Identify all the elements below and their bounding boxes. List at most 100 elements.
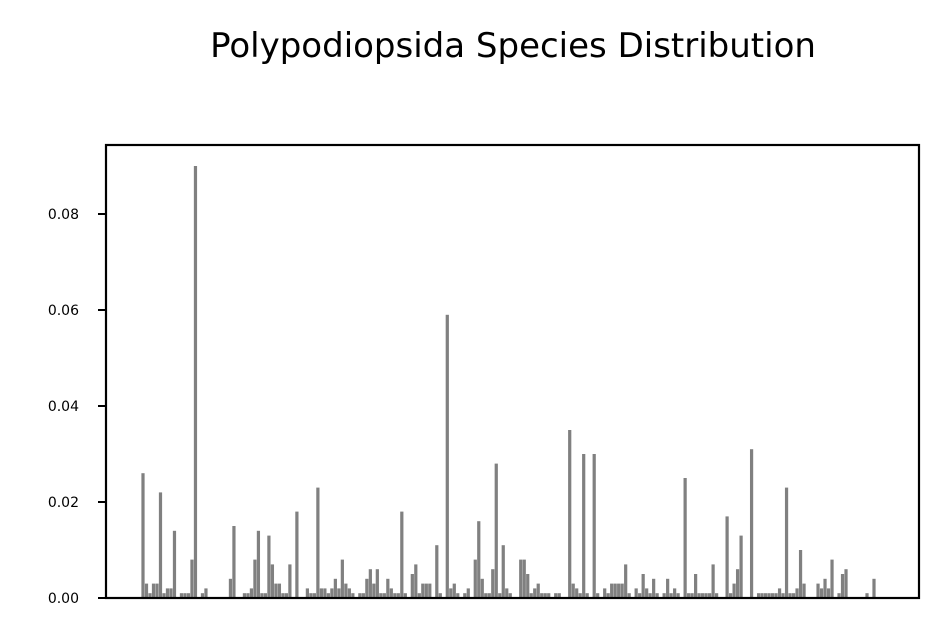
bar [172, 530, 177, 598]
bar [767, 593, 771, 598]
bar [784, 487, 789, 598]
bar [256, 530, 261, 598]
bars-group [141, 166, 876, 598]
bar [165, 588, 170, 598]
bar [571, 583, 575, 598]
bar [417, 593, 421, 598]
bar [151, 583, 156, 598]
bar [382, 593, 386, 598]
bar [554, 593, 558, 598]
bar [690, 593, 694, 598]
chart-title: Polypodiopsida Species Distribution [210, 26, 816, 66]
y-axis: 0.00 0.02 0.04 0.06 0.08 [48, 207, 106, 607]
bar [701, 593, 705, 598]
bar [641, 574, 645, 598]
bar [284, 593, 289, 598]
bar [638, 593, 642, 598]
bar [333, 578, 337, 598]
bar [449, 588, 453, 598]
bar [578, 593, 582, 598]
bar [270, 564, 275, 598]
bar [620, 583, 624, 598]
bar [536, 583, 540, 598]
bar [795, 588, 799, 598]
bar [529, 593, 533, 598]
bar [190, 559, 194, 598]
bar [487, 593, 491, 598]
bar [148, 593, 152, 598]
bar [263, 593, 268, 598]
bar [186, 593, 191, 598]
bar [676, 593, 680, 598]
bar [697, 593, 701, 598]
bar [543, 593, 547, 598]
bar [232, 526, 236, 598]
bar [379, 593, 383, 598]
bar [749, 449, 754, 598]
bar [277, 583, 282, 598]
bar [193, 166, 198, 598]
bar [319, 588, 323, 598]
bar [798, 550, 803, 598]
bar [403, 593, 407, 598]
bar [389, 588, 393, 598]
bar [326, 593, 330, 598]
bar [162, 593, 166, 598]
bar [368, 569, 372, 598]
bar [456, 593, 460, 598]
y-tick-label: 0.04 [48, 399, 79, 415]
bar [634, 588, 638, 598]
bar [155, 583, 159, 598]
bar [344, 583, 348, 598]
bar [669, 593, 673, 598]
bar [683, 478, 687, 598]
bar [645, 588, 649, 598]
bar [770, 593, 775, 598]
bar [491, 569, 495, 598]
bar [249, 588, 254, 598]
bar [144, 583, 149, 598]
bar [585, 593, 589, 598]
bar [627, 593, 631, 598]
bar [596, 593, 600, 598]
bar [575, 588, 579, 598]
bar [375, 569, 379, 598]
bar [396, 593, 400, 598]
bar [400, 511, 404, 598]
bar [694, 574, 698, 598]
bar [526, 574, 530, 598]
bar [557, 593, 561, 598]
bar [445, 314, 449, 598]
bar [183, 593, 187, 598]
bar [505, 588, 509, 598]
bar [816, 583, 820, 598]
bar [438, 593, 442, 598]
bar [687, 593, 691, 598]
bar [568, 430, 572, 598]
bar [466, 588, 470, 598]
bar [480, 578, 484, 598]
bar [242, 593, 247, 598]
bar [540, 593, 544, 598]
bar [732, 583, 736, 598]
bar [606, 593, 610, 598]
bar [435, 545, 439, 598]
bar [655, 593, 659, 598]
y-tick-label: 0.06 [48, 303, 79, 319]
bar [547, 593, 551, 598]
bar [756, 593, 761, 598]
y-tick-label: 0.02 [48, 495, 79, 511]
bar [826, 588, 831, 598]
bar [819, 588, 824, 598]
bar [424, 583, 428, 598]
bar [365, 578, 369, 598]
bar [711, 564, 715, 598]
bar [760, 593, 764, 598]
bar [414, 564, 418, 598]
bar [141, 473, 145, 598]
bar [777, 588, 782, 598]
bar [340, 559, 344, 598]
bar [498, 593, 502, 598]
bar [316, 487, 320, 598]
